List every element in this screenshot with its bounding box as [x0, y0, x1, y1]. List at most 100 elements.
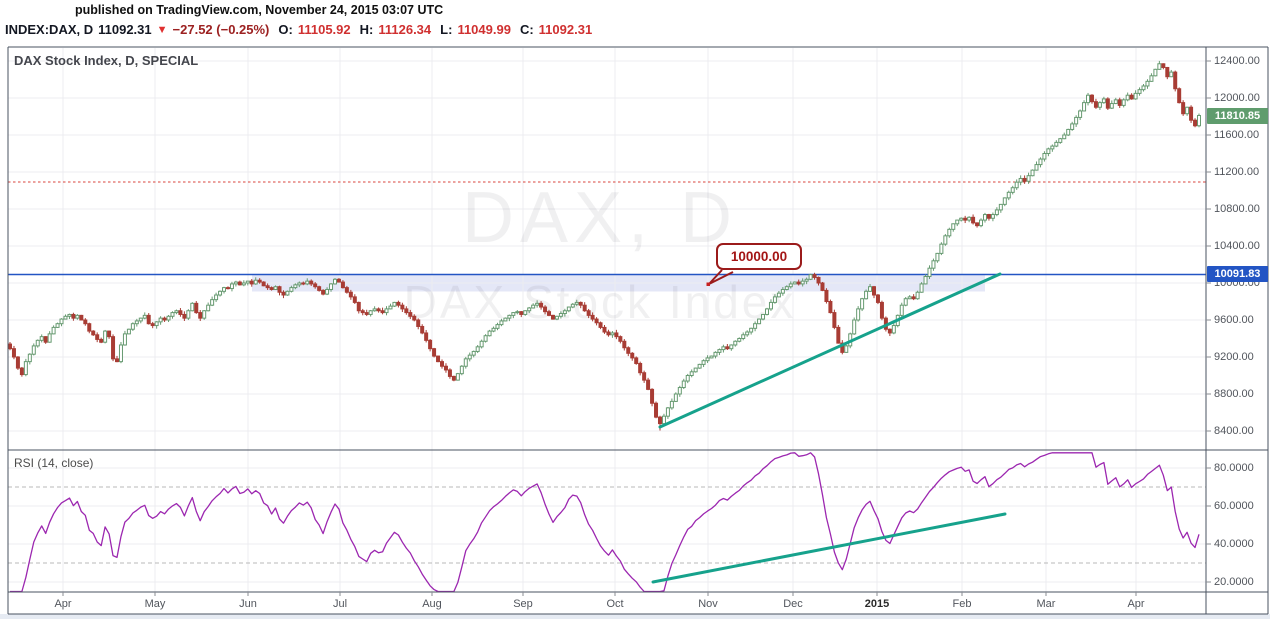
- candle-body: [79, 314, 84, 321]
- candle-body: [1181, 102, 1186, 115]
- candle-body: [1022, 177, 1027, 182]
- candle-body: [447, 369, 452, 377]
- candle-body: [547, 311, 552, 316]
- candle-body: [67, 313, 72, 317]
- down-arrow-icon: ▼: [156, 23, 168, 36]
- candle-body: [360, 310, 365, 314]
- candle-body: [463, 358, 468, 367]
- candle-body: [340, 281, 345, 289]
- candle-body: [935, 252, 940, 262]
- candle-body: [864, 290, 869, 300]
- candle-body: [570, 303, 575, 308]
- candle-body: [745, 331, 750, 336]
- candle-body: [1177, 88, 1182, 104]
- callout-pointer: [708, 269, 734, 285]
- candle-body: [1125, 94, 1130, 101]
- candle-body: [923, 276, 928, 285]
- candle-body: [392, 301, 397, 307]
- candle-body: [899, 304, 904, 316]
- candle-body: [11, 348, 16, 358]
- candle-body: [344, 287, 349, 293]
- candle-body: [325, 288, 330, 295]
- candle-body: [35, 339, 40, 347]
- candle-body: [1078, 110, 1083, 118]
- candle-body: [158, 317, 163, 323]
- candle-body: [982, 214, 987, 221]
- main-trendline[interactable]: [658, 272, 1002, 429]
- candle-body: [598, 322, 603, 328]
- candle-body: [91, 330, 96, 336]
- candle-body: [416, 319, 421, 327]
- candle-body: [772, 296, 777, 303]
- candle-body: [963, 217, 968, 221]
- candle-body: [249, 280, 254, 285]
- candle-body: [162, 317, 167, 321]
- candle-body: [356, 301, 361, 312]
- candle-body: [198, 312, 203, 319]
- symbol-name: INDEX:DAX, D: [5, 22, 94, 37]
- rsi-trendline[interactable]: [651, 512, 1007, 584]
- price-callout-10000[interactable]: 10000.00: [716, 243, 802, 270]
- candle-body: [971, 216, 976, 224]
- candle-body: [951, 223, 956, 230]
- candle-body: [1129, 94, 1134, 100]
- candle-body: [1157, 63, 1162, 70]
- candle-body: [218, 290, 223, 296]
- published-timestamp: published on TradingView.com, November 2…: [75, 3, 444, 17]
- candle-body: [55, 323, 60, 328]
- candle-body: [138, 317, 143, 322]
- rsi-line: [10, 452, 1200, 593]
- candle-body: [701, 360, 706, 365]
- candle-body: [1089, 94, 1094, 103]
- candle-body: [23, 361, 28, 376]
- candle-body: [293, 284, 298, 289]
- candle-body: [51, 326, 56, 335]
- rsi-axis-label: 80.0000: [1214, 462, 1254, 474]
- candle-body: [87, 323, 92, 332]
- candle-body: [681, 380, 686, 389]
- candle-body: [95, 334, 100, 340]
- candle-body: [796, 281, 801, 285]
- candle-body: [408, 312, 413, 317]
- candle-body: [717, 349, 722, 353]
- candle-body: [614, 332, 619, 338]
- candle-body: [420, 325, 425, 334]
- candle-body: [586, 310, 591, 316]
- candle-body: [1062, 134, 1067, 140]
- candle-body: [642, 372, 647, 381]
- candle-body: [515, 311, 520, 314]
- candle-body: [1018, 177, 1023, 183]
- candle-body: [1173, 71, 1178, 90]
- candle-body: [788, 283, 793, 288]
- candle-body: [550, 314, 555, 320]
- price-axis-label: 10800.00: [1214, 202, 1260, 215]
- candle-body: [705, 357, 710, 362]
- time-axis-label: Oct: [606, 598, 624, 610]
- candle-body: [107, 330, 112, 338]
- candle-body: [1086, 94, 1091, 104]
- price-axis-label: 12000.00: [1214, 91, 1260, 104]
- candle-body: [693, 367, 698, 373]
- price-axis-label: 11600.00: [1214, 128, 1260, 141]
- candle-body: [860, 298, 865, 310]
- candle-body: [792, 281, 797, 285]
- candle-body: [178, 310, 183, 315]
- candle-body: [1030, 169, 1035, 177]
- candle-body: [174, 310, 179, 314]
- candle-body: [761, 313, 766, 320]
- candle-body: [241, 282, 246, 286]
- candle-body: [257, 279, 262, 283]
- candle-body: [1070, 123, 1075, 130]
- candle-body: [602, 326, 607, 333]
- candle-body: [650, 388, 655, 404]
- candle-body: [348, 291, 353, 298]
- time-axis-label: Mar: [1036, 598, 1056, 610]
- candle-body: [1010, 187, 1015, 193]
- price-axis-label: 8800.00: [1214, 387, 1254, 400]
- candle-body: [840, 342, 845, 353]
- candle-body: [915, 291, 920, 300]
- candle-body: [618, 336, 623, 342]
- candle-body: [83, 319, 88, 325]
